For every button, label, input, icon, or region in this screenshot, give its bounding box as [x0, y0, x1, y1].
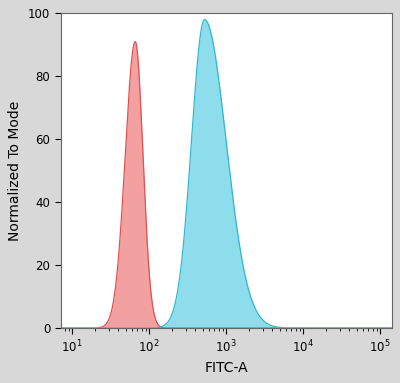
- X-axis label: FITC-A: FITC-A: [204, 361, 248, 375]
- Y-axis label: Normalized To Mode: Normalized To Mode: [8, 101, 22, 241]
